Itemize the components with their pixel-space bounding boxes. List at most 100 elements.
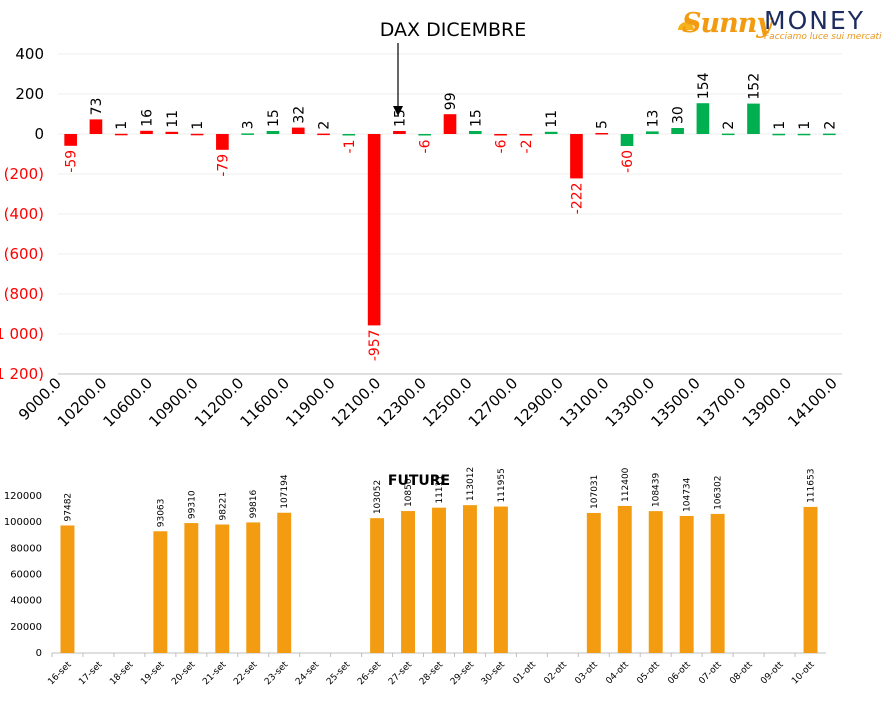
- bar-data-label: 1: [114, 121, 130, 130]
- y-tick-label: (1 200): [0, 365, 44, 383]
- future-chart: 0 20000 40000 60000 80000 100000 120000 FUTURE 9…: [4, 467, 826, 687]
- bar-data-label: 15: [468, 109, 484, 127]
- x-tick-label: 29-set: [449, 660, 477, 688]
- bar-data-label: 1: [772, 121, 788, 130]
- y-tick-label: 100000: [4, 517, 42, 528]
- bar: [370, 518, 385, 653]
- bar-data-label: 107194: [280, 474, 290, 509]
- bar: [468, 131, 482, 134]
- bar: [64, 134, 77, 146]
- x-tick-label: 13700.0: [693, 374, 750, 431]
- bar: [595, 133, 609, 135]
- y-tick-label: (600): [4, 245, 44, 263]
- bar: [418, 134, 432, 136]
- annotation-arrow-head: [393, 106, 403, 116]
- x-tick-label: 12100.0: [328, 374, 385, 431]
- bar-data-label: 152: [746, 73, 762, 100]
- bar: [241, 133, 254, 135]
- bar-data-label: 11: [544, 110, 560, 128]
- x-tick-label: 10900.0: [145, 374, 202, 431]
- x-tick-label: 12300.0: [373, 374, 430, 431]
- bar-data-label: -79: [215, 154, 231, 177]
- x-tick-label: 17-set: [77, 660, 105, 688]
- x-tick-label: 19-set: [139, 660, 167, 688]
- bar: [342, 134, 356, 136]
- x-tick-label: 25-set: [325, 660, 353, 688]
- bar-data-label: 30: [671, 106, 687, 124]
- bar-data-label: -222: [569, 182, 585, 214]
- bar: [519, 134, 533, 136]
- bar-data-label: 112400: [621, 467, 631, 502]
- bar-data-label: 108439: [652, 472, 662, 507]
- y-tick-label: (800): [4, 285, 44, 303]
- y-tick-label: 60000: [10, 570, 42, 581]
- bar-data-label: 13: [645, 110, 661, 128]
- bar: [772, 133, 786, 136]
- x-tick-label: 11200.0: [191, 374, 248, 431]
- bar: [494, 134, 507, 136]
- bar: [710, 513, 725, 653]
- bar-data-label: 98221: [218, 492, 228, 521]
- x-tick-label: 11600.0: [236, 374, 293, 431]
- x-tick-label: 02-ott: [542, 660, 569, 687]
- x-tick-label: 26-set: [356, 660, 384, 688]
- brand-logo: Sunny MONEY Facciamo luce sui mercati: [678, 4, 882, 48]
- x-tick-label: 13100.0: [556, 374, 613, 431]
- x-tick-label: 16-set: [46, 660, 74, 688]
- bar-data-label: -1: [342, 140, 358, 154]
- bar-data-label: 111955: [497, 468, 507, 502]
- x-tick-label: 12500.0: [419, 374, 476, 431]
- x-tick-label: 09-ott: [759, 660, 786, 687]
- bar-data-label: 16: [140, 109, 156, 127]
- bar: [803, 506, 818, 653]
- x-tick-label: 28-set: [418, 660, 446, 688]
- bar: [747, 103, 760, 134]
- bar-data-label: 2: [317, 121, 333, 130]
- x-tick-label: 04-ott: [604, 660, 631, 687]
- x-tick-label: 23-set: [263, 660, 291, 688]
- x-tick-label: 06-ott: [666, 660, 693, 687]
- bar: [367, 134, 381, 326]
- chart-title: FUTURE: [388, 473, 450, 489]
- bar: [648, 511, 663, 653]
- x-tick-label: 12900.0: [510, 374, 567, 431]
- bar: [721, 133, 735, 136]
- bar-data-label: 97482: [63, 493, 73, 522]
- bar: [617, 505, 632, 653]
- x-tick-label: 05-ott: [635, 660, 662, 687]
- bar: [462, 505, 477, 653]
- x-tick-label: 07-ott: [697, 660, 724, 687]
- y-tick-label: 400: [15, 45, 44, 63]
- x-tick-label: 03-ott: [573, 660, 600, 687]
- bar: [679, 515, 694, 653]
- x-tick-label: 11900.0: [282, 374, 339, 431]
- bar-data-label: -6: [418, 139, 434, 153]
- bar-data-label: 73: [89, 98, 105, 116]
- bar-data-label: -60: [620, 150, 636, 173]
- bar-data-label: 99816: [249, 490, 259, 519]
- y-tick-label: (400): [4, 205, 44, 223]
- logo-tagline: Facciamo luce sui mercati: [764, 32, 882, 42]
- bar: [317, 133, 330, 136]
- bar-data-label: 106302: [714, 476, 724, 510]
- x-tick-label: 13300.0: [602, 374, 659, 431]
- bar-data-label: 11111: [435, 475, 445, 504]
- x-tick-label: 13500.0: [647, 374, 704, 431]
- bar-data-label: 103052: [373, 480, 383, 514]
- y-tick-label: (200): [4, 165, 44, 183]
- bar-data-label: 11: [165, 110, 181, 128]
- bar: [443, 114, 457, 134]
- bar: [266, 131, 280, 134]
- logo-word-sunny: Sunny: [682, 8, 772, 39]
- bar-data-label: 107031: [590, 475, 600, 509]
- bar: [89, 119, 103, 134]
- bar: [216, 134, 229, 150]
- x-tick-label: 10600.0: [100, 374, 157, 431]
- y-tick-label: 80000: [10, 543, 42, 554]
- bar: [823, 133, 836, 136]
- x-tick-label: 30-set: [480, 660, 508, 688]
- dax-dicembre-chart: 400 200 0 (200) (400) (600) (800) (1 000) (1 200…: [0, 19, 842, 431]
- bar-data-label: 10850: [404, 478, 414, 507]
- bar: [586, 512, 601, 653]
